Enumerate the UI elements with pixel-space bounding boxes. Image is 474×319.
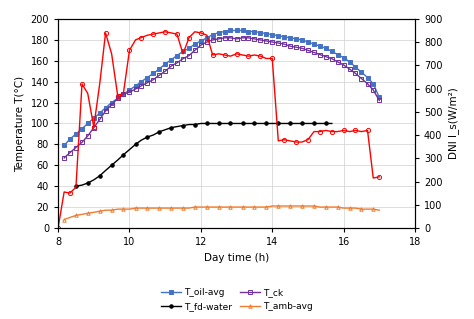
- T_ck: [376, 99, 382, 102]
- T_fd-water: [138, 138, 144, 142]
- T_ck: [180, 57, 186, 61]
- T_fd-water: [216, 122, 221, 125]
- T_ck: [257, 38, 263, 42]
- T_oil-avg: [115, 96, 120, 100]
- T_ck: [61, 156, 67, 160]
- Line: T_fd-water: T_fd-water: [74, 122, 334, 188]
- T_fd-water: [168, 126, 174, 130]
- T_ck: [252, 37, 257, 41]
- T_fd-water: [228, 122, 233, 125]
- T_fd-water: [275, 122, 281, 125]
- T_amb-avg: [281, 204, 287, 208]
- T_fd-water: [79, 183, 85, 187]
- T_fd-water: [246, 122, 251, 125]
- T_fd-water: [323, 122, 328, 125]
- T_fd-water: [240, 122, 246, 125]
- T_ck: [222, 36, 228, 40]
- T_fd-water: [317, 122, 322, 125]
- T_fd-water: [109, 163, 114, 167]
- T_fd-water: [311, 122, 317, 125]
- T_fd-water: [85, 181, 91, 185]
- T_ck: [240, 36, 246, 40]
- T_fd-water: [204, 122, 210, 125]
- T_amb-avg: [115, 207, 120, 211]
- T_amb-avg: [376, 208, 382, 212]
- T_fd-water: [287, 122, 293, 125]
- T_fd-water: [120, 153, 126, 157]
- T_fd-water: [192, 122, 198, 126]
- T_fd-water: [269, 122, 275, 125]
- T_oil-avg: [281, 35, 287, 39]
- Y-axis label: Temperature T(°C): Temperature T(°C): [15, 75, 25, 172]
- T_oil-avg: [228, 29, 233, 33]
- T_fd-water: [299, 122, 305, 125]
- T_fd-water: [293, 122, 299, 125]
- T_oil-avg: [240, 29, 246, 33]
- T_fd-water: [210, 122, 216, 125]
- T_fd-water: [145, 135, 150, 139]
- T_fd-water: [162, 128, 168, 132]
- T_oil-avg: [61, 144, 67, 147]
- T_fd-water: [264, 122, 269, 125]
- X-axis label: Day time (h): Day time (h): [204, 253, 269, 263]
- Line: T_amb-avg: T_amb-avg: [63, 204, 381, 221]
- T_fd-water: [222, 122, 228, 125]
- T_amb-avg: [246, 205, 251, 209]
- T_fd-water: [73, 184, 79, 188]
- T_fd-water: [174, 125, 180, 129]
- T_amb-avg: [269, 204, 275, 208]
- T_amb-avg: [180, 206, 186, 210]
- T_fd-water: [133, 143, 138, 146]
- T_fd-water: [252, 122, 257, 125]
- T_fd-water: [234, 122, 239, 125]
- T_fd-water: [198, 122, 204, 125]
- T_fd-water: [151, 133, 156, 137]
- T_fd-water: [257, 122, 263, 125]
- T_fd-water: [103, 168, 109, 172]
- T_fd-water: [305, 122, 311, 125]
- T_oil-avg: [257, 31, 263, 34]
- T_ck: [281, 42, 287, 46]
- T_fd-water: [127, 148, 132, 152]
- Y-axis label: DNI I_s(W/m²): DNI I_s(W/m²): [448, 88, 459, 160]
- Legend: T_oil-avg, T_fd-water, T_ck, T_amb-avg: T_oil-avg, T_fd-water, T_ck, T_amb-avg: [157, 285, 317, 315]
- T_fd-water: [156, 130, 162, 134]
- T_fd-water: [91, 178, 97, 182]
- T_fd-water: [180, 124, 186, 128]
- T_fd-water: [329, 122, 335, 125]
- T_fd-water: [97, 174, 103, 178]
- T_fd-water: [115, 158, 120, 162]
- T_amb-avg: [61, 218, 67, 221]
- T_ck: [115, 96, 120, 100]
- T_oil-avg: [252, 30, 257, 33]
- T_amb-avg: [252, 205, 257, 209]
- T_amb-avg: [234, 205, 239, 209]
- T_fd-water: [186, 122, 192, 126]
- T_oil-avg: [180, 49, 186, 53]
- T_oil-avg: [376, 95, 382, 99]
- Line: T_ck: T_ck: [63, 36, 381, 160]
- T_fd-water: [281, 122, 287, 125]
- Line: T_oil-avg: T_oil-avg: [63, 29, 381, 147]
